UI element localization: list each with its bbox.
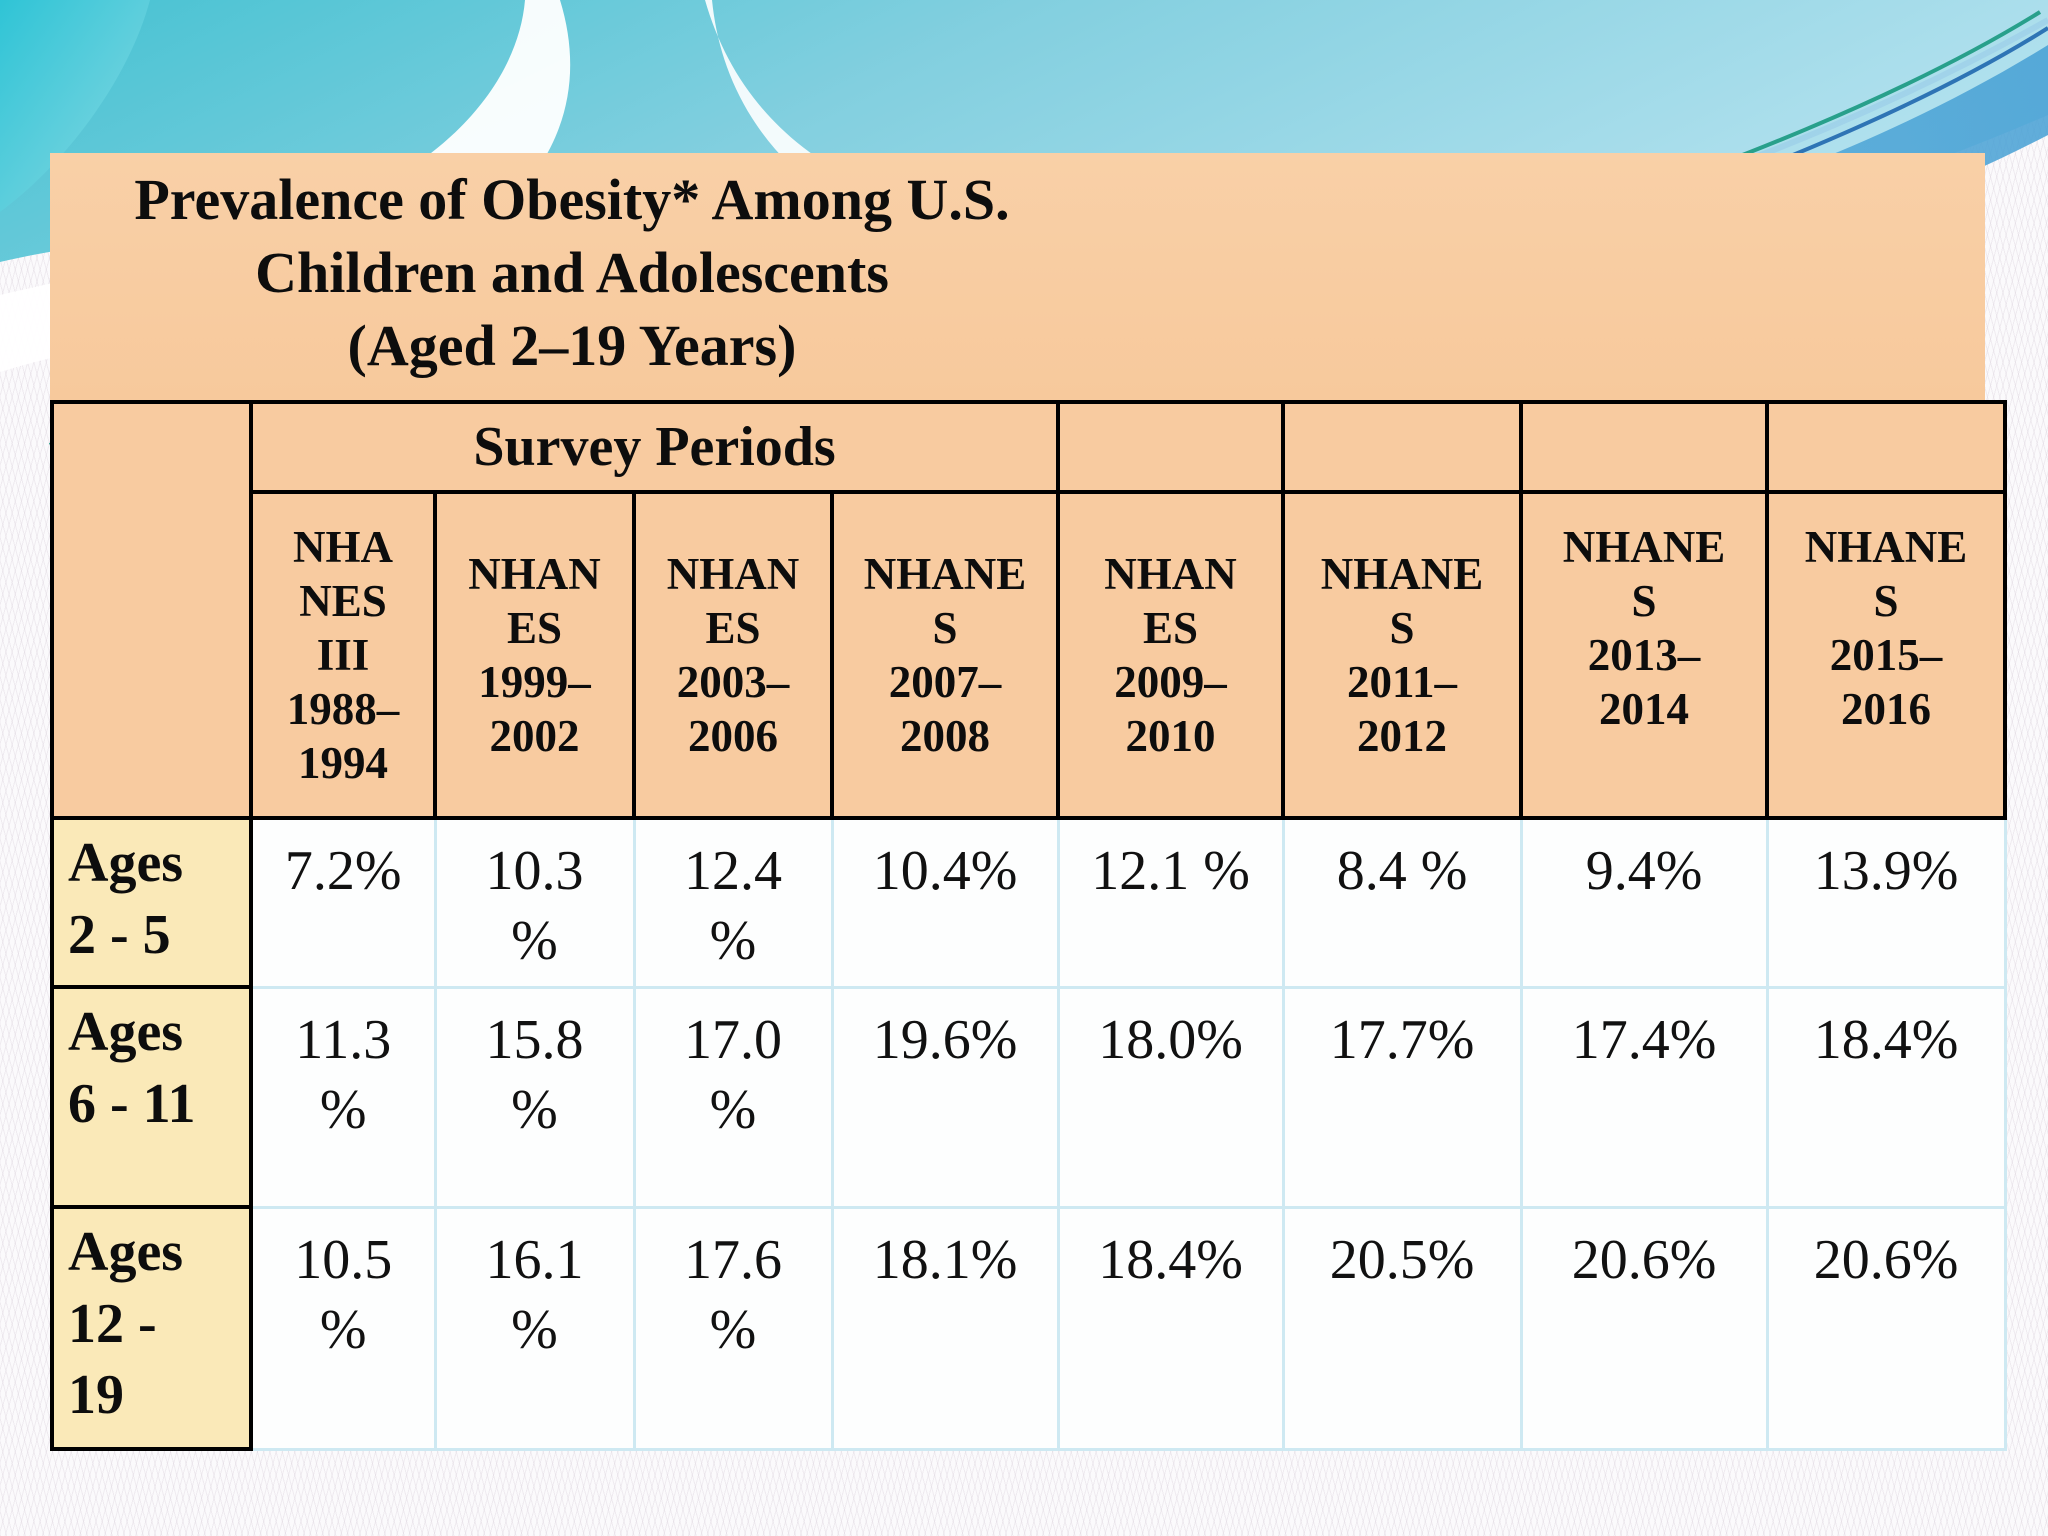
row-label-ages-2-5: Ages 2 - 5 [50,816,253,989]
value-cell: 10.4% [830,816,1060,989]
value-cell: 7.2% [249,816,437,989]
column-header-row: NHA NES III 1988– 1994 NHAN ES 1999– 200… [52,490,2008,820]
value-cell: 17.0 % [632,985,834,1209]
value-cell: 17.4% [1519,985,1769,1209]
header-group-row: Survey Periods [50,400,2008,820]
teal-corner-wedge [0,0,150,212]
column-header-nhanes-2003-2006: NHAN ES 2003– 2006 [632,490,834,820]
value-cell: 18.4% [1765,985,2007,1209]
column-header-nhanes-2013-2014: NHANE S 2013– 2014 [1519,490,1770,820]
column-header-nhanes-2009-2010: NHAN ES 2009– 2010 [1056,490,1286,820]
value-cell: 18.1% [830,1205,1060,1451]
slide-title-line-2: Children and Adolescents [255,240,889,306]
column-header-nhanes-1999-2002: NHAN ES 1999– 2002 [433,490,636,820]
value-cell: 10.3 % [433,816,636,989]
survey-periods-header: Survey Periods [248,400,1061,494]
value-cell: 9.4% [1519,816,1769,989]
corner-cell [50,400,253,820]
slide-title-line-3: (Aged 2–19 Years) [347,313,797,379]
slide-title-box: Prevalence of Obesity* Among U.S. Childr… [50,153,1985,400]
slide-title: Prevalence of Obesity* Among U.S. Childr… [62,153,1082,382]
value-cell: 20.6% [1765,1205,2007,1451]
row-label-ages-6-11: Ages 6 - 11 [50,985,253,1209]
value-cell: 15.8 % [433,985,636,1209]
value-cell: 18.4% [1056,1205,1285,1451]
value-cell: 19.6% [830,985,1060,1209]
table-row-ages-6-11: Ages 6 - 11 11.3 % 15.8 % 17.0 % 19.6% 1… [50,985,2007,1209]
value-cell: 12.1 % [1056,816,1285,989]
value-cell: 16.1 % [433,1205,636,1451]
value-cell: 12.4 % [632,816,834,989]
value-cell: 10.5 % [249,1205,437,1451]
empty-header-cell-4 [1765,400,2008,494]
slide-title-line-1: Prevalence of Obesity* Among U.S. [134,167,1010,232]
column-header-nhanes-iii-1988-1994: NHA NES III 1988– 1994 [249,490,437,820]
value-cell: 13.9% [1765,816,2007,989]
value-cell: 17.6 % [632,1205,834,1451]
value-cell: 18.0% [1056,985,1285,1209]
value-cell: 8.4 % [1281,816,1523,989]
value-cell: 11.3 % [249,985,437,1209]
column-header-nhanes-2011-2012: NHANE S 2011– 2012 [1281,490,1524,820]
empty-header-cell-1 [1056,400,1286,494]
column-header-nhanes-2007-2008: NHANE S 2007– 2008 [829,490,1061,820]
column-header-nhanes-2015-2016: NHANE S 2015– 2016 [1765,490,2008,820]
obesity-prevalence-table: Survey Periods NHA NES III 1988– 1994 NH… [50,400,2008,1451]
empty-header-cell-3 [1519,400,1770,494]
value-cell: 20.5% [1281,1205,1523,1451]
table-row-ages-12-19: Ages 12 - 19 10.5 % 16.1 % 17.6 % 18.1% … [50,1205,2007,1451]
table-row-ages-2-5: Ages 2 - 5 7.2% 10.3 % 12.4 % 10.4% 12.1… [50,816,2007,989]
row-label-ages-12-19: Ages 12 - 19 [50,1205,253,1451]
value-cell: 20.6% [1519,1205,1769,1451]
empty-header-cell-2 [1281,400,1524,494]
value-cell: 17.7% [1281,985,1523,1209]
